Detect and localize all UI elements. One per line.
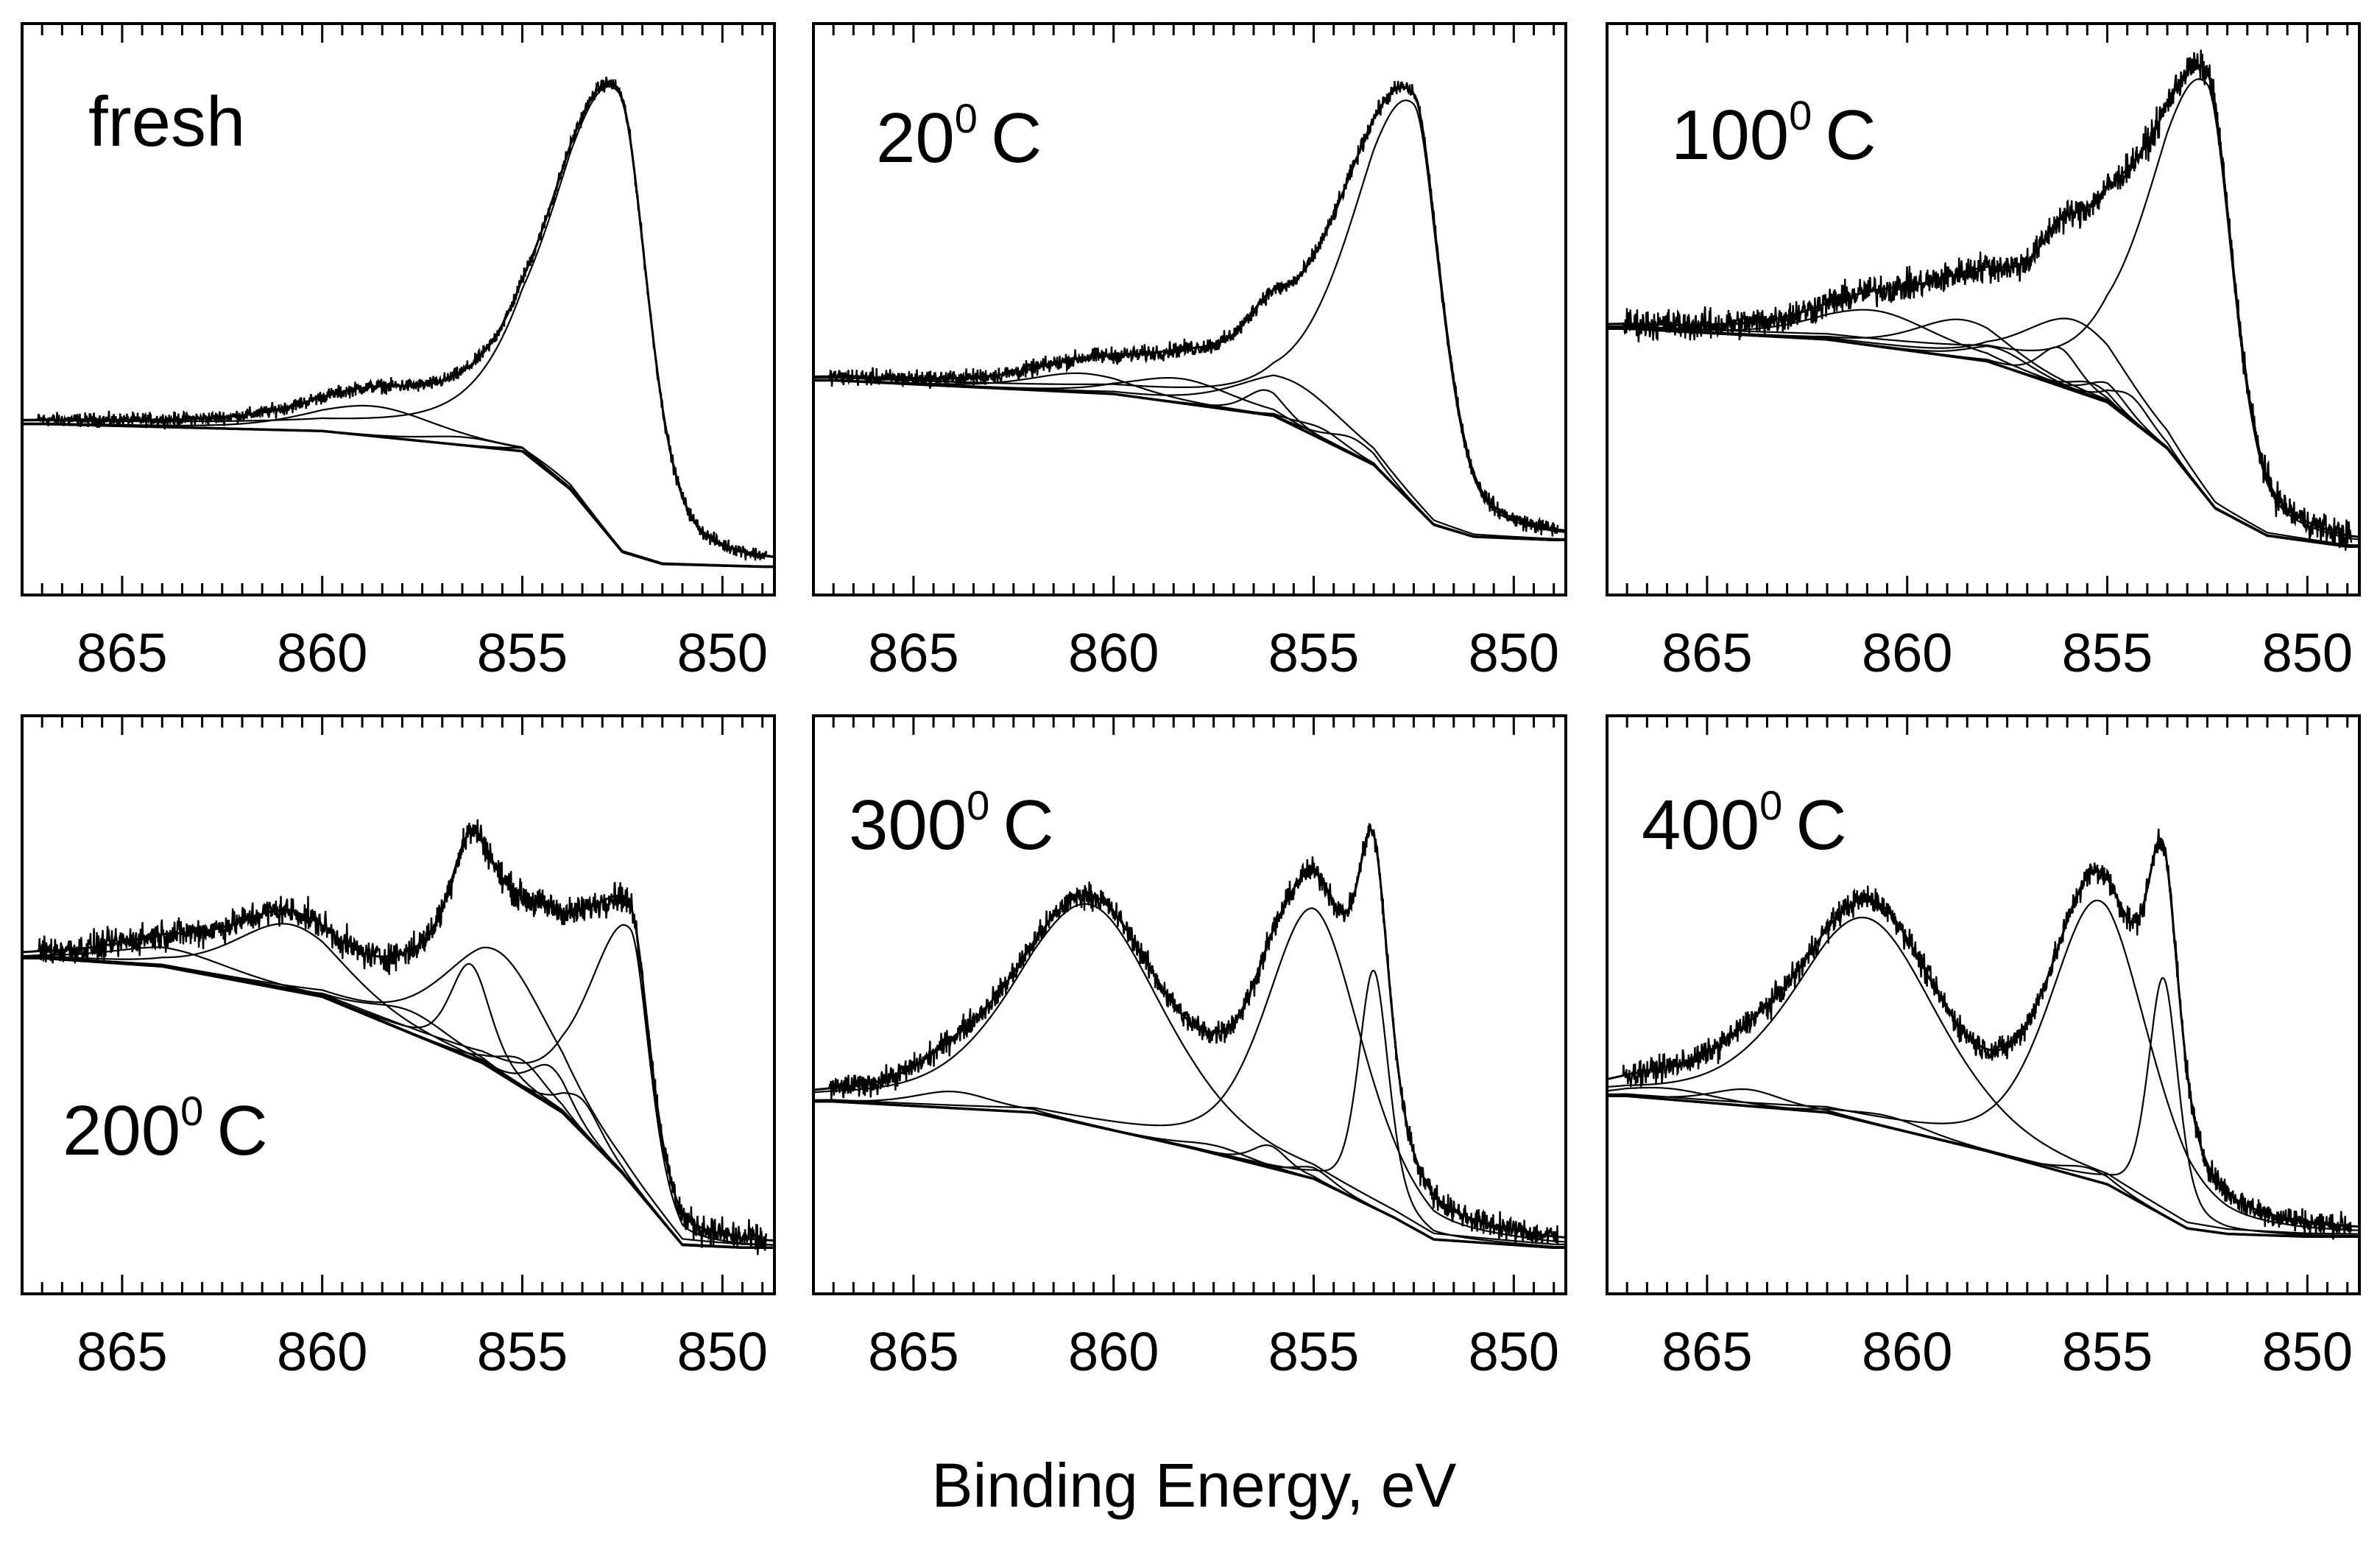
fit-component-line: [1607, 899, 2360, 1231]
measured-spectrum-line: [1622, 49, 2353, 551]
x-tick-label: 865: [77, 1321, 167, 1382]
panel-title-degree: 0: [180, 1088, 203, 1134]
plot-frame: [1606, 22, 2361, 596]
panel-title-value: 300: [849, 786, 967, 865]
x-tick-label: 855: [477, 1321, 568, 1382]
fit-component-line: [813, 1100, 1566, 1249]
x-tick-label: 850: [1469, 622, 1559, 683]
x-tick-label: 860: [1862, 1321, 1952, 1382]
fit-component-line: [22, 423, 774, 568]
x-tick-label: 860: [1862, 622, 1952, 683]
xps-panel: 865 860 855 850 4000 C: [1606, 714, 2361, 1382]
x-tick-label: 860: [277, 622, 367, 683]
plot-frame: [21, 714, 776, 1295]
x-tick-label: 850: [1469, 1321, 1559, 1382]
x-tick-label: 860: [1068, 1321, 1159, 1382]
fit-component-line: [813, 379, 1566, 541]
panel-title: 4000 C: [1642, 782, 1847, 865]
x-tick-label: 860: [1068, 622, 1159, 683]
measured-spectrum-line: [37, 819, 768, 1256]
xps-panel: 865 860 855 850 3000 C: [812, 714, 1567, 1382]
x-tick-label: 865: [1662, 1321, 1752, 1382]
panel-title-unit: C: [1825, 96, 1876, 175]
x-tick-label: 865: [868, 622, 958, 683]
measured-spectrum-line: [37, 77, 768, 561]
plot-frame: [21, 22, 776, 596]
panel-title-value: 100: [1671, 96, 1789, 175]
x-tick-label: 855: [477, 622, 568, 683]
fit-component-line: [1607, 1095, 2359, 1238]
panel-title: 3000 C: [849, 782, 1054, 865]
xps-panel: 865 860 855 850 1000 C: [1606, 22, 2361, 683]
xps-panel: 865 860 855 850 2000 C: [21, 714, 776, 1382]
x-tick-label: 850: [677, 622, 768, 683]
x-tick-label: 855: [1268, 1321, 1359, 1382]
plot-frame: [812, 22, 1567, 596]
plot-frame: [812, 714, 1567, 1295]
panel-title: 1000 C: [1671, 92, 1876, 175]
measured-spectrum-line: [1622, 828, 2353, 1240]
panel-title-value: 20: [876, 99, 955, 177]
panel-title-degree: 0: [955, 95, 978, 141]
fit-component-line: [22, 957, 774, 1249]
panel-title: 200 C: [876, 95, 1042, 177]
xps-panel: 865 860 855 850 fresh: [21, 22, 776, 683]
panel-title-unit: C: [1003, 786, 1053, 865]
panel-title-unit: C: [216, 1091, 267, 1170]
x-tick-label: 855: [1268, 622, 1359, 683]
plot-frame: [1606, 714, 2361, 1295]
x-tick-label: 850: [677, 1321, 768, 1382]
measured-spectrum-line: [828, 80, 1559, 537]
panel-title-unit: C: [991, 99, 1042, 177]
panel-title: fresh: [88, 82, 245, 161]
x-tick-label: 855: [2062, 622, 2153, 683]
x-tick-label: 850: [2262, 622, 2353, 683]
fit-component-line: [22, 946, 774, 1246]
fit-component-line: [813, 907, 1566, 1243]
x-tick-label: 850: [2262, 1321, 2353, 1382]
x-tick-label: 855: [2062, 1321, 2153, 1382]
x-tick-label: 865: [77, 622, 167, 683]
fit-component-line: [1607, 328, 2359, 548]
panel-title-value: fresh: [88, 82, 245, 161]
x-tick-label: 860: [277, 1321, 367, 1382]
panel-title-degree: 0: [1759, 782, 1782, 828]
panel-title: 2000 C: [63, 1088, 268, 1170]
fit-component-line: [1606, 916, 2359, 1235]
panel-title-value: 200: [63, 1091, 180, 1170]
panel-title-value: 400: [1642, 786, 1759, 865]
x-tick-label: 865: [868, 1321, 958, 1382]
measured-spectrum-line: [828, 823, 1559, 1245]
panel-title-degree: 0: [967, 782, 989, 828]
panel-title-unit: C: [1795, 786, 1846, 865]
xps-panel: 865 860 855 850 200 C: [812, 22, 1567, 683]
fit-component-line: [813, 903, 1566, 1245]
x-tick-label: 865: [1662, 622, 1752, 683]
panel-title-degree: 0: [1789, 92, 1812, 138]
x-axis-title: Binding Energy, eV: [932, 1451, 1457, 1520]
